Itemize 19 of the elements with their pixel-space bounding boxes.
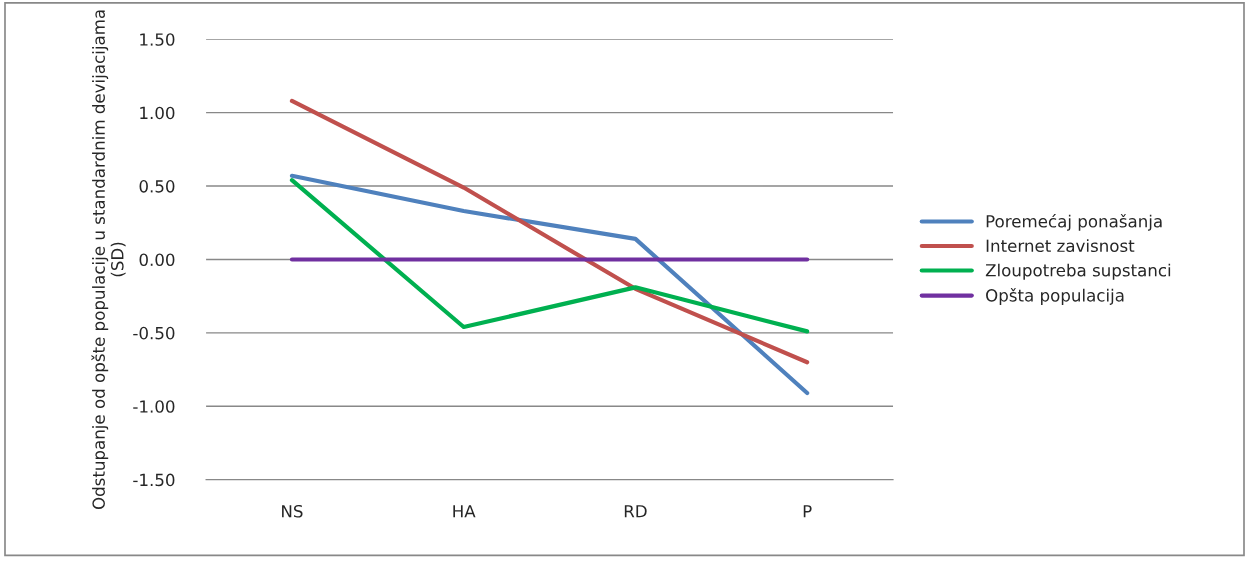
x-tick-label: RD	[624, 505, 647, 518]
y-axis-title: Odstupanje od opšte populacije u standardnim devijacijama (SD)	[91, 10, 126, 510]
y-tick-label: -1.50	[133, 473, 175, 487]
line-series	[289, 173, 810, 396]
x-tick-label: P	[803, 505, 812, 518]
y-tick-label: 1.00	[140, 106, 175, 120]
y-tick-label: -1.00	[133, 400, 175, 413]
line-series	[289, 178, 810, 334]
y-tick-label: -0.50	[133, 326, 175, 340]
y-tick-label: 0.50	[139, 180, 175, 193]
line-series	[289, 98, 810, 365]
x-tick-label: NS	[282, 504, 303, 518]
x-tick-label: HA	[453, 505, 476, 518]
legend-label: Internet zavisnost	[986, 239, 1135, 253]
legend-label: Opšta populacija	[986, 288, 1124, 305]
legend-label: Poremećaj ponašanja	[986, 214, 1162, 231]
y-tick-label: 1.50	[140, 33, 175, 46]
legend-label: Zloupotreba supstanci	[985, 263, 1171, 280]
y-tick-label: 0.00	[139, 253, 175, 267]
